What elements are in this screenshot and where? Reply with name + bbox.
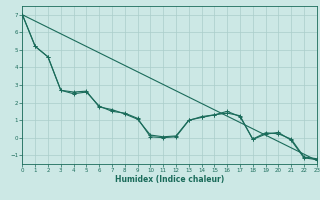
X-axis label: Humidex (Indice chaleur): Humidex (Indice chaleur): [115, 175, 224, 184]
